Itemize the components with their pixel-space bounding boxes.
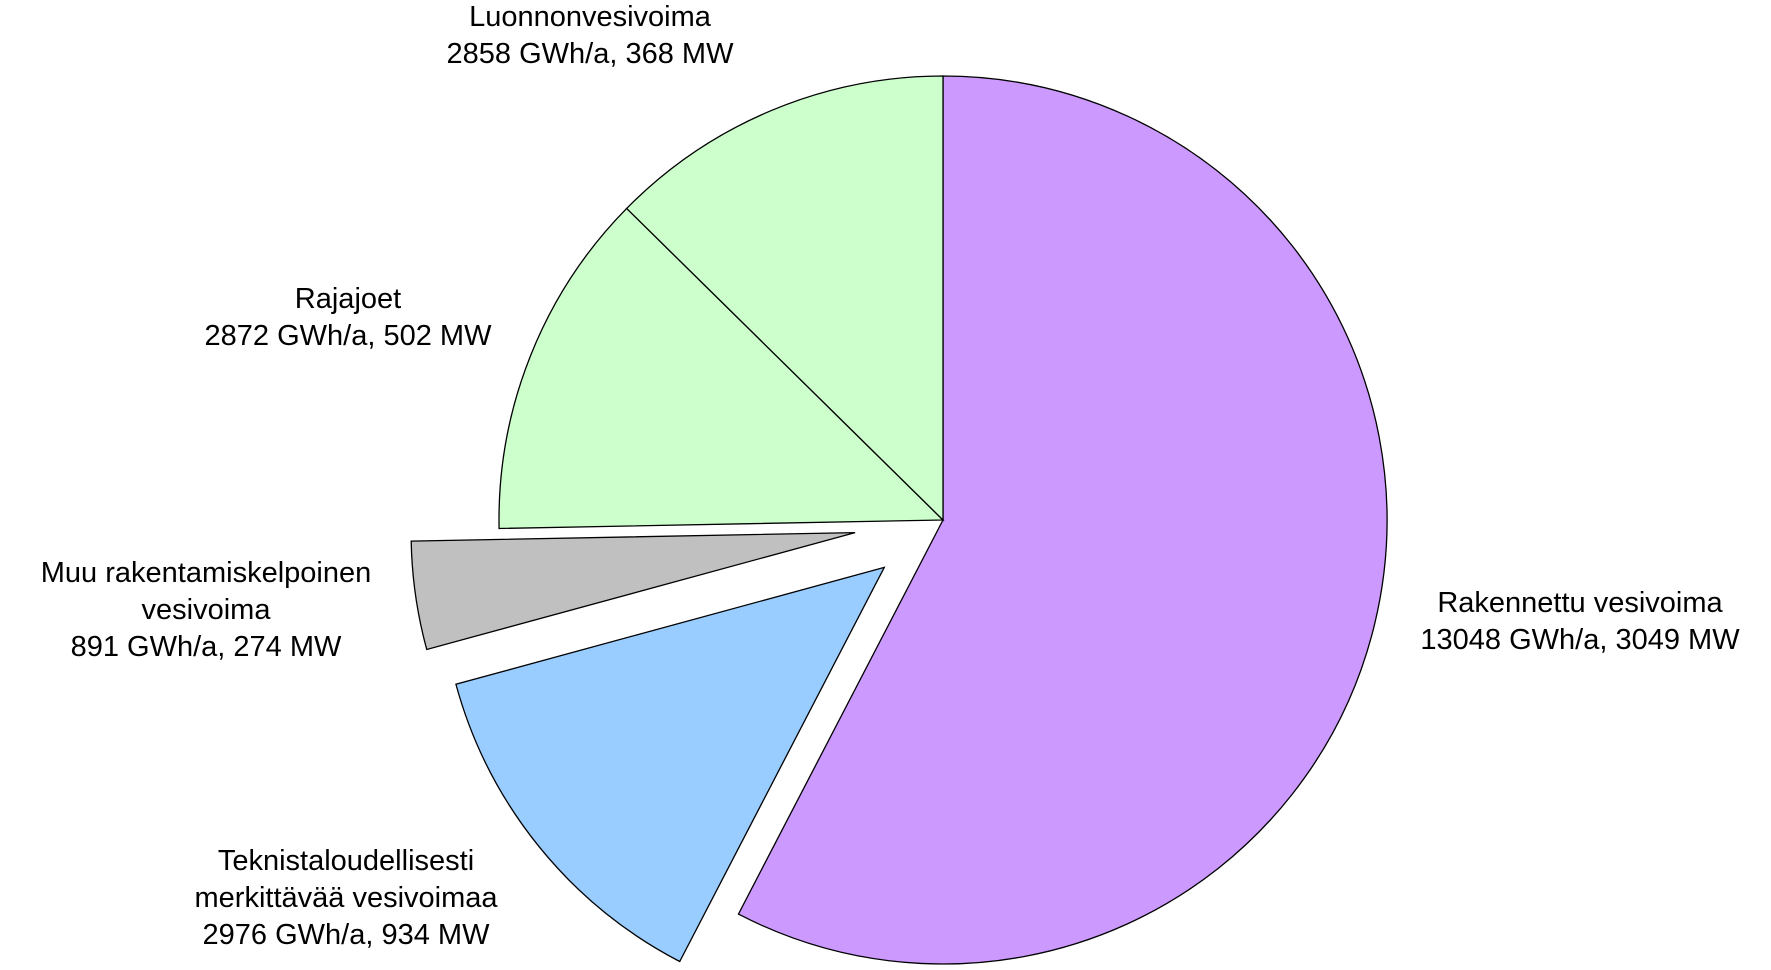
slice-label: Luonnonvesivoima 2858 GWh/a, 368 MW xyxy=(447,1,735,70)
category-label: Rakennettu vesivoima xyxy=(1437,587,1723,619)
pie-slice xyxy=(737,75,1388,965)
category-label: Teknistaloudellisesti merkittävää vesivoi… xyxy=(195,845,499,914)
label-line: Rakennettu vesivoima xyxy=(1437,587,1723,619)
value-label: 13048 GWh/a, 3049 MW xyxy=(1420,624,1740,656)
slice-label: Rajajoet 2872 GWh/a, 502 MW xyxy=(205,283,493,352)
value-label: 2872 GWh/a, 502 MW xyxy=(205,320,493,352)
value-label: 2858 GWh/a, 368 MW xyxy=(447,38,735,70)
label-line: Muu rakentamiskelpoinen xyxy=(41,557,371,589)
label-line: Luonnonvesivoima xyxy=(469,1,712,33)
category-label: Rajajoet xyxy=(295,283,401,315)
label-line: merkittävää vesivoimaa xyxy=(195,882,499,914)
pie-slice xyxy=(625,75,944,522)
pie-slice xyxy=(455,566,886,963)
pie-slice xyxy=(410,531,856,651)
slice-label: Muu rakentamiskelpoinen vesivoima 891 GWh/… xyxy=(41,557,371,663)
pie-slice xyxy=(498,207,945,530)
value-label: 2976 GWh/a, 934 MW xyxy=(203,919,491,951)
category-label: Muu rakentamiskelpoinen vesivoima xyxy=(41,557,371,626)
label-line: vesivoima xyxy=(142,594,272,626)
slice-label: Teknistaloudellisesti merkittävää vesivoi… xyxy=(195,845,499,951)
slice-label: Rakennettu vesivoima 13048 GWh/a, 3049 MW xyxy=(1420,587,1740,656)
label-line: Teknistaloudellisesti xyxy=(218,845,474,877)
label-line: Rajajoet xyxy=(295,283,401,315)
category-label: Luonnonvesivoima xyxy=(469,1,712,33)
value-label: 891 GWh/a, 274 MW xyxy=(71,631,342,663)
